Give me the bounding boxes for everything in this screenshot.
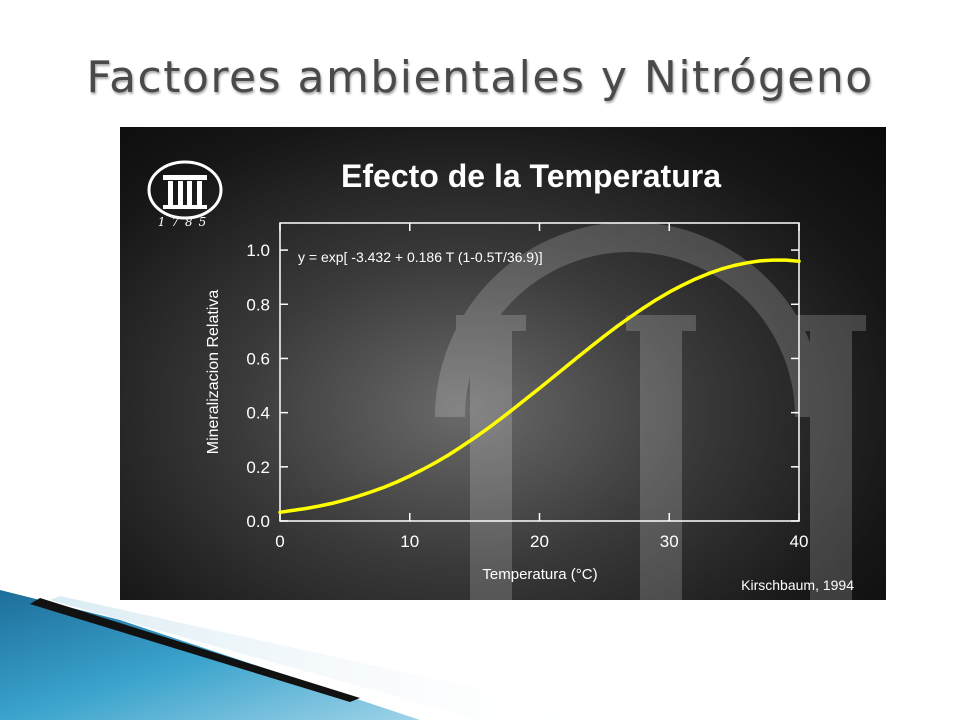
data-point	[759, 260, 761, 262]
data-point	[668, 291, 671, 293]
data-point	[344, 499, 346, 501]
data-point	[681, 284, 683, 287]
x-tick-label: 20	[530, 532, 549, 551]
chart-svg: 1785 Efecto de la Temperatura 0 10 20 30 400…	[147, 158, 866, 600]
data-point	[421, 468, 424, 471]
series-line	[278, 258, 801, 515]
chart-title: Efecto de la Temperatura	[341, 158, 721, 194]
data-point	[707, 272, 709, 275]
data-point	[772, 259, 774, 261]
data-point	[720, 268, 722, 270]
data-point	[655, 298, 658, 301]
data-point	[525, 397, 528, 400]
data-point	[798, 260, 800, 262]
data-point	[473, 437, 476, 439]
y-tick-label: 0.6	[246, 349, 270, 368]
data-point	[447, 454, 450, 456]
data-point	[603, 335, 606, 337]
data-point	[577, 355, 580, 358]
logo-year: 1785	[158, 215, 213, 229]
data-point	[331, 502, 333, 505]
data-point	[486, 427, 489, 430]
data-point	[318, 505, 320, 507]
x-tick-label: 30	[660, 532, 679, 551]
data-point	[564, 366, 567, 368]
data-point	[642, 307, 645, 309]
background-columns	[435, 222, 866, 600]
data-point	[357, 495, 359, 498]
y-tick-label: 0.8	[246, 295, 270, 314]
x-tick-label: 10	[400, 532, 419, 551]
data-point	[305, 507, 307, 510]
y-tick-label: 0.4	[246, 404, 270, 423]
data-point	[292, 509, 294, 512]
data-point	[279, 511, 281, 514]
tick-labels: 0 10 20 30 40 0.0 0.2 0.4 0.6 0.8 1.0	[246, 241, 808, 551]
data-point	[409, 475, 411, 477]
x-tick-label: 40	[790, 532, 809, 551]
data-point	[370, 491, 372, 493]
data-point	[512, 408, 515, 410]
data-point	[396, 481, 398, 483]
decorative-swoosh	[0, 590, 960, 720]
data-point	[785, 259, 787, 261]
data-point	[733, 264, 735, 267]
x-tick-label: 0	[275, 532, 284, 551]
data-point	[590, 345, 593, 348]
data-point	[694, 278, 696, 280]
data-point	[616, 325, 619, 327]
data-point	[538, 387, 541, 390]
data-point	[460, 445, 463, 448]
data-point	[434, 461, 437, 464]
axis-ticks	[279, 223, 800, 522]
series-points	[279, 259, 800, 514]
y-tick-label: 0.0	[246, 512, 270, 531]
equation-label: y = exp[ -3.432 + 0.186 T (1-0.5T/36.9)]	[298, 249, 543, 265]
y-tick-label: 0.2	[246, 458, 270, 477]
data-point	[746, 262, 748, 264]
data-point	[499, 418, 502, 420]
x-axis-label: Temperatura (°C)	[482, 566, 597, 583]
data-point	[629, 316, 632, 318]
y-axis-label: Mineralizacion Relativa	[205, 290, 222, 455]
data-point	[383, 486, 385, 489]
data-point	[551, 376, 554, 379]
y-tick-label: 1.0	[246, 241, 270, 260]
university-logo: 1785	[147, 160, 223, 229]
chart-figure: 1785 Efecto de la Temperatura 0 10 20 30 40 0…	[120, 127, 886, 600]
slide-title: Factores ambientales y Nitrógeno	[86, 52, 874, 103]
citation: Kirschbaum, 1994	[741, 577, 854, 593]
